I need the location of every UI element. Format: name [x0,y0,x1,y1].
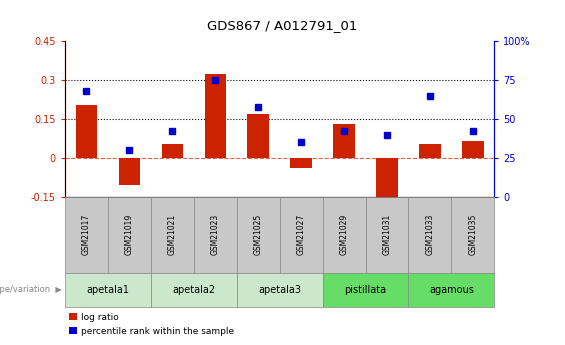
Text: GSM21025: GSM21025 [254,214,263,255]
Text: GSM21017: GSM21017 [82,214,91,255]
Text: apetala3: apetala3 [258,285,301,295]
Text: GSM21029: GSM21029 [340,214,349,255]
Bar [237,197,280,273]
Bar [323,273,408,307]
Text: GSM21019: GSM21019 [125,214,134,255]
Bar [451,197,494,273]
Bar [194,197,237,273]
Bar [65,197,108,273]
Bar [419,144,441,158]
Bar [408,273,494,307]
Text: apetala2: apetala2 [172,285,215,295]
Bar [151,273,237,307]
Bar [65,273,151,307]
Bar [462,141,484,158]
Bar [366,197,408,273]
Bar [237,273,323,307]
Bar [151,197,194,273]
Bar [280,197,323,273]
Text: GSM21033: GSM21033 [425,214,434,255]
Bar [323,197,366,273]
Bar [205,74,226,158]
Text: GSM21031: GSM21031 [383,214,392,255]
Bar [247,114,269,158]
Text: GSM21023: GSM21023 [211,214,220,255]
Bar [408,197,451,273]
Text: GSM21027: GSM21027 [297,214,306,255]
Bar [76,105,97,158]
Bar [108,197,151,273]
Bar [162,144,183,158]
Text: agamous: agamous [429,285,474,295]
Legend: log ratio, percentile rank within the sample: log ratio, percentile rank within the sa… [69,313,234,336]
Text: GDS867 / A012791_01: GDS867 / A012791_01 [207,19,358,32]
Bar [119,158,140,185]
Text: genotype/variation  ▶: genotype/variation ▶ [0,285,62,294]
Text: apetala1: apetala1 [86,285,129,295]
Text: GSM21035: GSM21035 [468,214,477,255]
Text: pistillata: pistillata [345,285,386,295]
Text: GSM21021: GSM21021 [168,214,177,255]
Bar [333,124,355,158]
Bar [290,158,312,168]
Bar [376,158,398,203]
